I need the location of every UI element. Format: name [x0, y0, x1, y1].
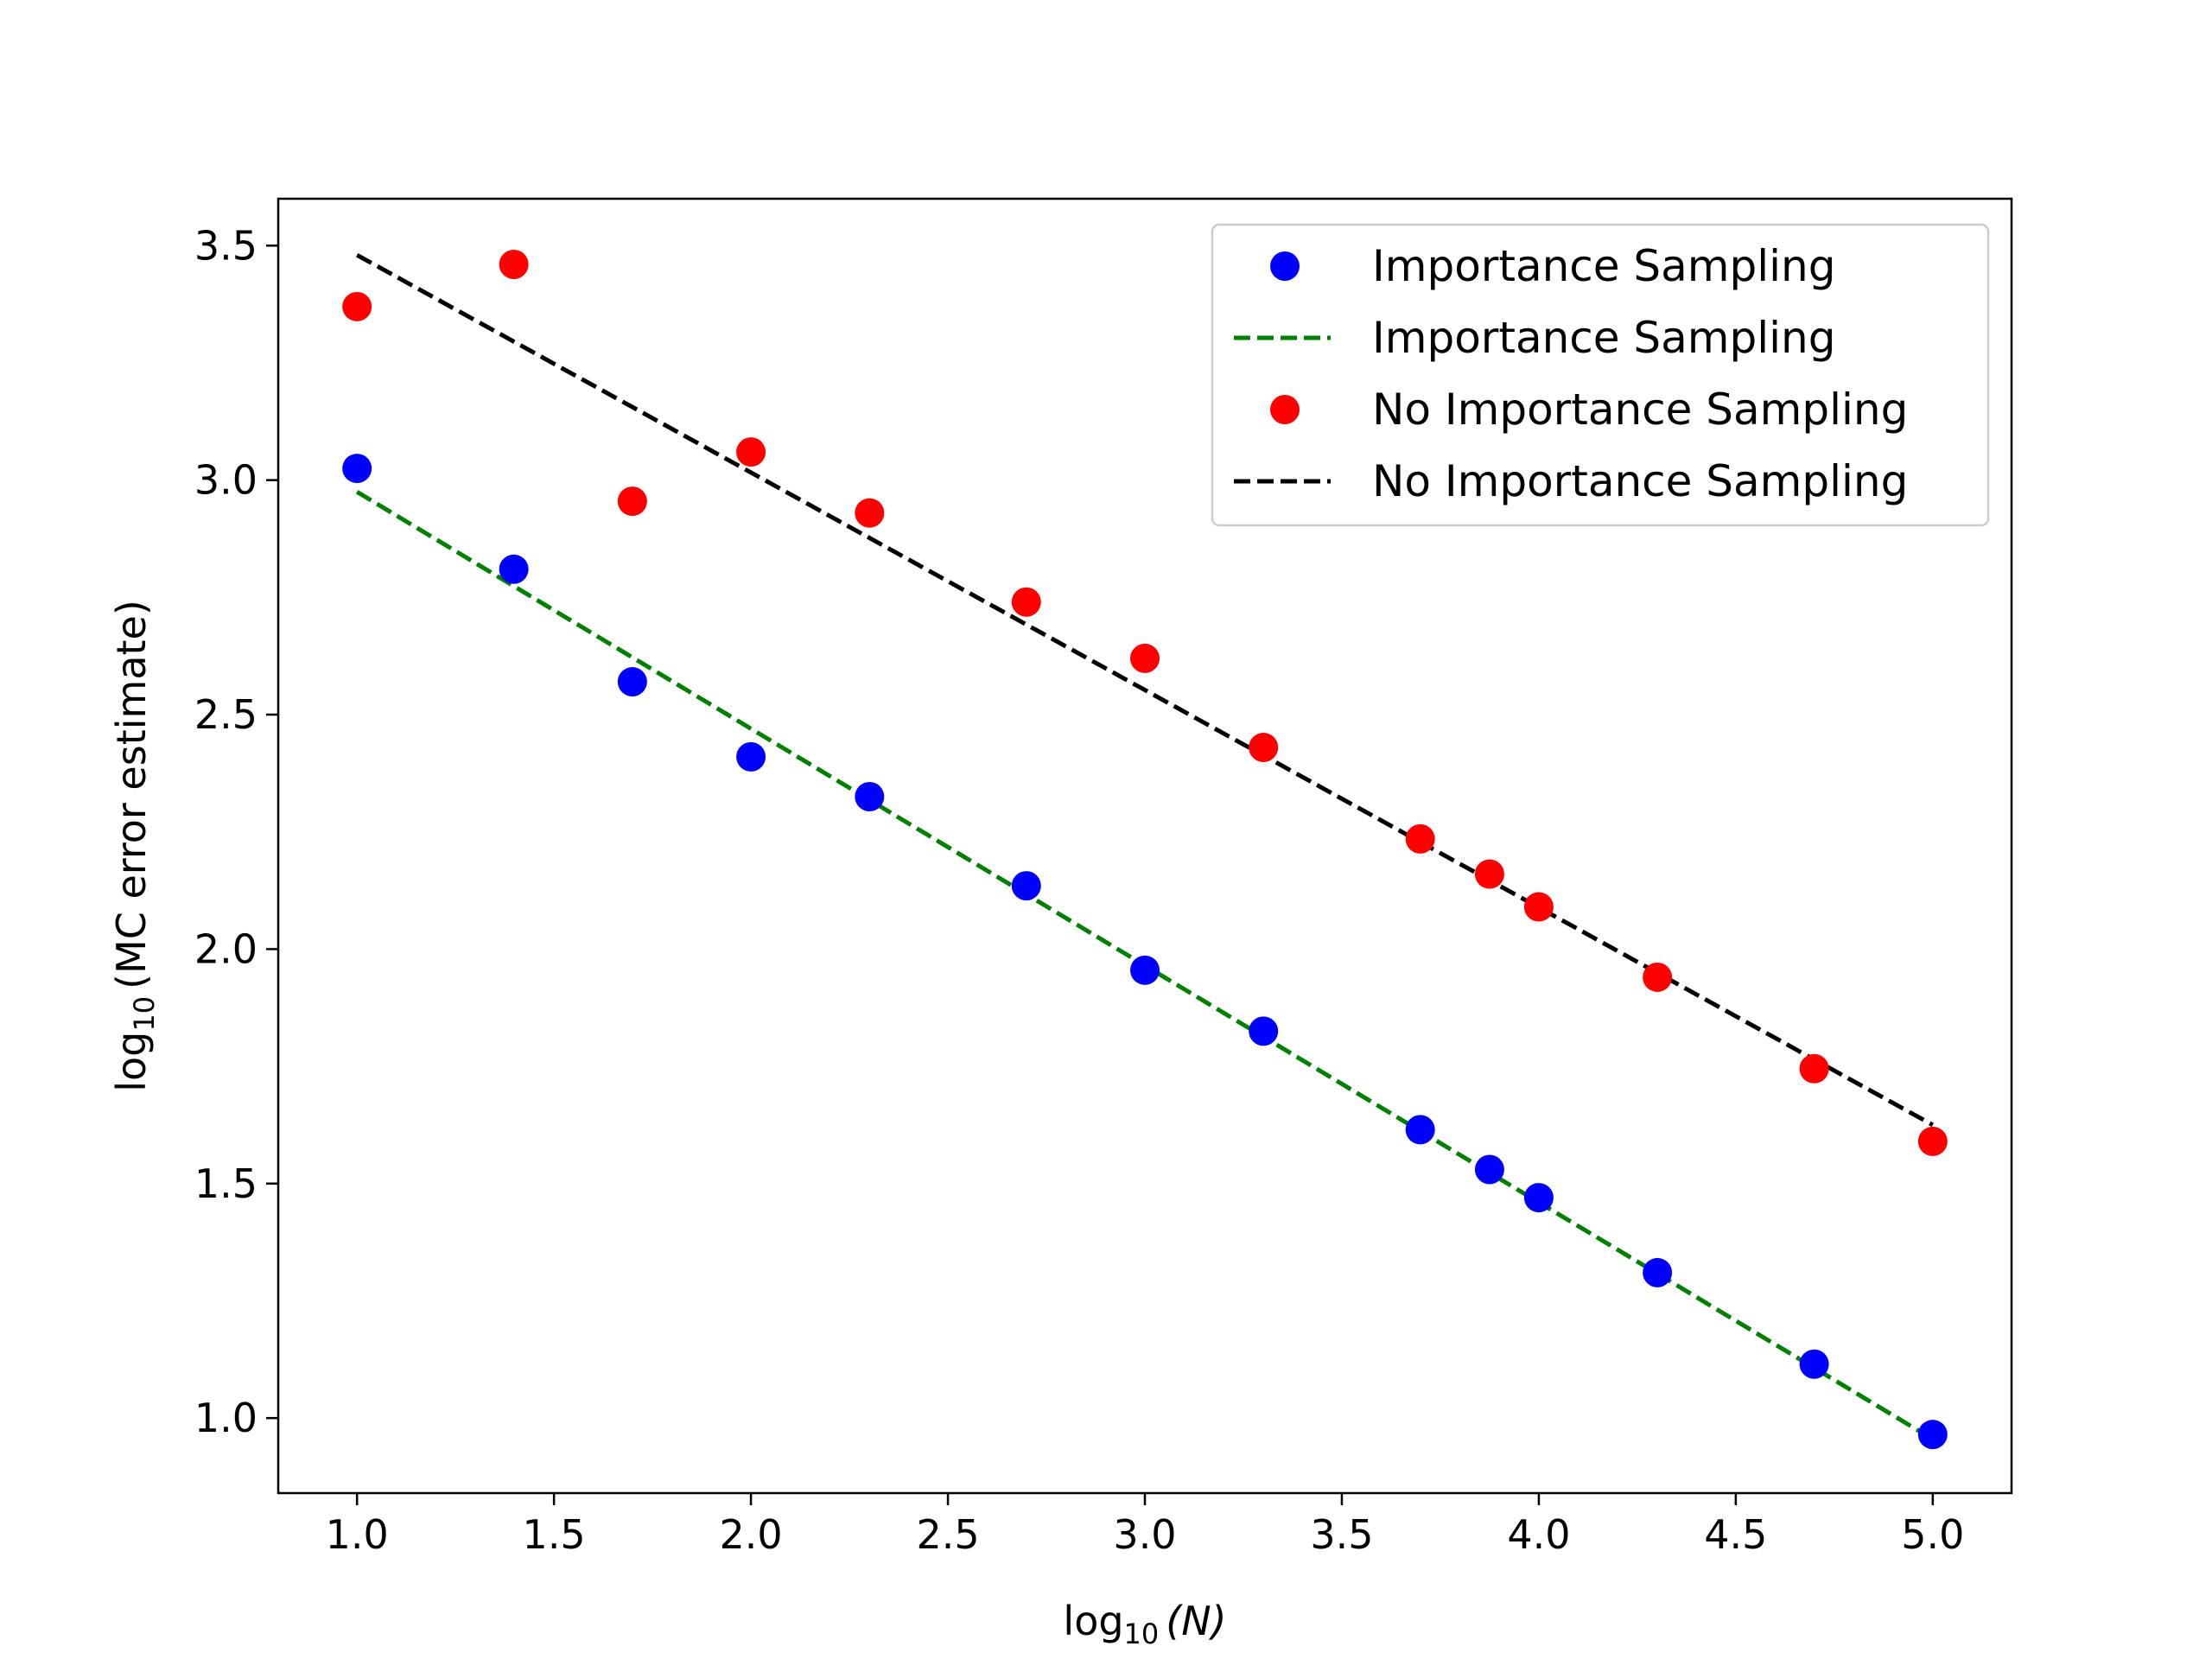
- series-layer: [342, 249, 1948, 1450]
- x-tick-label: 2.0: [720, 1511, 783, 1558]
- y-axis-label: log10 (MC error estimate): [108, 600, 161, 1092]
- series-point-2: [617, 486, 647, 517]
- legend-items: Importance Sampling Importance Sampling No…: [1234, 241, 1908, 506]
- series-point-0: [1643, 1257, 1673, 1287]
- legend-label: Importance Sampling: [1372, 313, 1835, 363]
- series-point-2: [1130, 643, 1160, 673]
- series-point-2: [1474, 859, 1504, 889]
- x-tick-label: 4.5: [1704, 1511, 1767, 1558]
- series-point-0: [1011, 871, 1041, 901]
- series-point-0: [1474, 1154, 1504, 1185]
- legend-label: Importance Sampling: [1372, 241, 1835, 291]
- y-axis-label-prefix: log: [108, 1032, 155, 1092]
- y-axis-ticks: 1.0 1.5 2.0 2.5 3.0 3.5: [194, 222, 278, 1441]
- y-tick-label: 3.0: [194, 457, 257, 504]
- legend-label: No Importance Sampling: [1372, 456, 1908, 506]
- legend-label: No Importance Sampling: [1372, 385, 1908, 435]
- x-tick-label: 3.5: [1310, 1511, 1373, 1558]
- series-point-0: [1799, 1349, 1829, 1379]
- x-axis-label-suffix: (N): [1166, 1598, 1226, 1644]
- series-point-2: [1011, 587, 1041, 617]
- y-tick-label: 2.0: [194, 925, 257, 972]
- series-point-2: [736, 437, 766, 467]
- series-point-2: [342, 291, 372, 321]
- series-point-2: [1799, 1053, 1829, 1084]
- legend-box: [1211, 223, 1990, 527]
- series-point-2: [1917, 1126, 1948, 1156]
- y-axis-label-suffix: (MC error estimate): [108, 600, 155, 989]
- series-point-0: [1249, 1016, 1279, 1046]
- series-point-0: [855, 782, 885, 812]
- series-point-2: [1405, 823, 1435, 854]
- series-point-2: [1249, 733, 1279, 763]
- series-point-2: [1523, 892, 1554, 922]
- series-point-0: [736, 741, 766, 772]
- x-axis-label-sub: 10: [1124, 1618, 1160, 1650]
- series-point-0: [1405, 1115, 1435, 1145]
- x-tick-label: 1.0: [326, 1511, 389, 1558]
- y-tick-label: 2.5: [194, 691, 257, 738]
- x-tick-label: 3.0: [1113, 1511, 1176, 1558]
- series-point-0: [617, 667, 647, 697]
- series-point-2: [855, 498, 885, 528]
- x-axis-ticks: 1.0 1.5 2.0 2.5 3.0 3.5 4.0 4.5 5.0: [326, 1493, 1964, 1558]
- y-axis-label-sub: 10: [128, 996, 161, 1032]
- legend-point-swatch: [1270, 251, 1300, 281]
- series-point-2: [1643, 962, 1673, 992]
- legend: Importance Sampling Importance Sampling No…: [1211, 223, 1990, 527]
- series-point-0: [342, 454, 372, 484]
- series-point-0: [1523, 1183, 1554, 1213]
- series-point-0: [1130, 955, 1160, 985]
- y-tick-label: 1.0: [194, 1395, 257, 1441]
- x-axis-label: log10 (N): [1063, 1598, 1226, 1650]
- x-tick-label: 4.0: [1507, 1511, 1570, 1558]
- series-point-0: [499, 554, 529, 584]
- x-tick-label: 1.5: [523, 1511, 586, 1558]
- plot-frame: [276, 197, 2013, 1495]
- x-axis-label-prefix: log: [1063, 1598, 1123, 1644]
- y-tick-label: 1.5: [194, 1160, 257, 1207]
- legend-point-swatch: [1270, 395, 1300, 424]
- x-tick-label: 5.0: [1901, 1511, 1964, 1558]
- y-tick-label: 3.5: [194, 222, 257, 269]
- series-point-2: [499, 249, 529, 279]
- x-tick-label: 2.5: [916, 1511, 979, 1558]
- series-point-0: [1917, 1420, 1948, 1450]
